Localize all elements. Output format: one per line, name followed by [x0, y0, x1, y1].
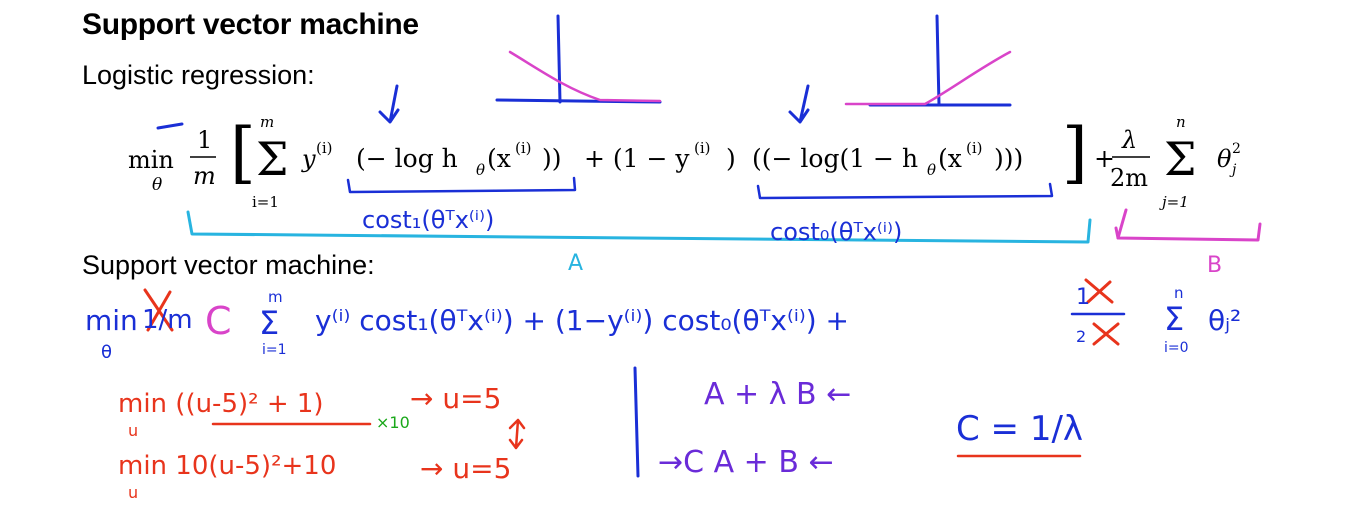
svm-sum-top: m — [268, 288, 283, 306]
bracket-B-tick — [1116, 208, 1128, 240]
formula-plus-reg: + — [1094, 144, 1115, 173]
formula-neg-log-one-minus-h: ((− log(1 − h — [752, 144, 918, 173]
cost1-graph-yaxis — [556, 14, 562, 104]
formula-two-m: 2m — [1110, 164, 1148, 192]
svm-reg-numerator: 1 — [1076, 285, 1090, 310]
formula-x-arg-2: (x — [938, 144, 962, 173]
formula-theta-j-sup: 2 — [1232, 141, 1241, 157]
expression-C-A-B: →C A + B ← — [658, 445, 834, 480]
formula-y-sup: (i) — [316, 139, 333, 157]
formula-fraction-one: 1 — [197, 126, 212, 154]
subheading-support-vector-machine: Support vector machine: — [82, 250, 375, 280]
example2-u: u — [128, 483, 138, 502]
svm-sum-bottom: i=1 — [262, 342, 287, 358]
formula-reg-sum-top: n — [1176, 113, 1186, 131]
formula-close-paren: )) — [542, 144, 562, 173]
example2-min: min 10(u-5)²+10 — [118, 451, 336, 481]
formula-h-sub-theta-2: θ — [927, 161, 936, 179]
svm-reg-sum-sign: Σ — [1164, 300, 1184, 338]
strike-reg-num — [1084, 278, 1114, 304]
strike-reg-den — [1092, 322, 1120, 346]
label-A: A — [568, 251, 583, 276]
formula-right-bracket: ] — [1062, 114, 1088, 191]
cost1-graph-curve — [508, 50, 662, 103]
formula-fraction-m: m — [193, 162, 216, 190]
slide-title: Support vector machine — [82, 8, 419, 41]
formula-left-bracket: [ — [230, 114, 256, 191]
cost0-label: cost₀(θᵀx⁽ⁱ⁾) — [770, 218, 902, 246]
formula-x-sup-2: (i) — [966, 139, 983, 157]
formula-close-paren-2: ) — [726, 144, 736, 173]
bracket-A — [186, 210, 1092, 244]
formula-plus-one-minus-y: + (1 − y — [584, 144, 690, 173]
example1-result: → u=5 — [410, 382, 501, 415]
divider-line — [633, 366, 640, 478]
formula-reg-sum-bottom: j=1 — [1159, 193, 1189, 211]
svm-main-expression: y⁽ⁱ⁾ cost₁(θᵀx⁽ⁱ⁾) + (1−y⁽ⁱ⁾) cost₀(θᵀx⁽… — [315, 304, 849, 337]
cost0-graph-curve — [844, 50, 1012, 106]
bracket-B — [1114, 222, 1262, 242]
example1-min: min ((u-5)² + 1) — [118, 389, 324, 419]
formula-x-arg: (x — [487, 144, 511, 173]
formula-sum-sign: Σ — [256, 132, 289, 186]
formula-reg-sum-sign: Σ — [1164, 132, 1197, 186]
underbrace-cost0 — [756, 182, 1054, 200]
down-arrow-cost0 — [788, 84, 810, 124]
formula-min: min — [128, 146, 174, 174]
example1-times-ten: ×10 — [376, 413, 410, 432]
svm-min: min — [85, 304, 138, 337]
svm-C: C — [205, 299, 232, 343]
c-equals-one-over-lambda: C = 1/λ — [956, 409, 1083, 449]
formula-y-sup-2: (i) — [694, 139, 711, 157]
subheading-logistic-regression: Logistic regression: — [82, 60, 315, 90]
formula-sum-bottom: i=1 — [252, 193, 279, 211]
formula-sum-top: m — [260, 113, 274, 131]
cost1-label: cost₁(θᵀx⁽ⁱ⁾) — [362, 206, 494, 234]
svm-one-over-m: 1/m — [142, 305, 193, 335]
annotation-dash — [156, 122, 184, 130]
formula-x-sup: (i) — [515, 139, 532, 157]
formula-lambda: λ — [1121, 126, 1137, 154]
formula-neg-log-h: (− log h — [356, 144, 458, 173]
down-arrow-cost1 — [378, 84, 400, 124]
underbrace-cost1 — [346, 176, 577, 194]
formula-theta-j-sub: j — [1229, 162, 1237, 178]
strike-one-over-m — [143, 288, 174, 332]
svm-reg-theta: θⱼ² — [1208, 304, 1241, 337]
formula-close-paren-3: ))) — [994, 144, 1023, 173]
svm-sum-sign: Σ — [259, 304, 279, 342]
expression-A-lambda-B: A + λ B ← — [704, 377, 851, 412]
example2-result: → u=5 — [420, 452, 511, 485]
svm-reg-sum-top: n — [1174, 284, 1184, 302]
label-B: B — [1207, 253, 1222, 278]
svm-min-theta: θ — [101, 342, 112, 363]
formula-y-term: y — [301, 145, 316, 173]
equivalence-arrow — [508, 418, 526, 450]
svm-reg-denominator: 2 — [1076, 327, 1086, 346]
formula-min-theta: θ — [152, 175, 162, 195]
formula-h-sub-theta: θ — [476, 161, 485, 179]
cost0-graph-yaxis — [935, 14, 941, 107]
formula-theta-j: θ — [1217, 145, 1232, 173]
example1-u: u — [128, 421, 138, 440]
svm-reg-sum-bottom: i=0 — [1164, 340, 1189, 356]
